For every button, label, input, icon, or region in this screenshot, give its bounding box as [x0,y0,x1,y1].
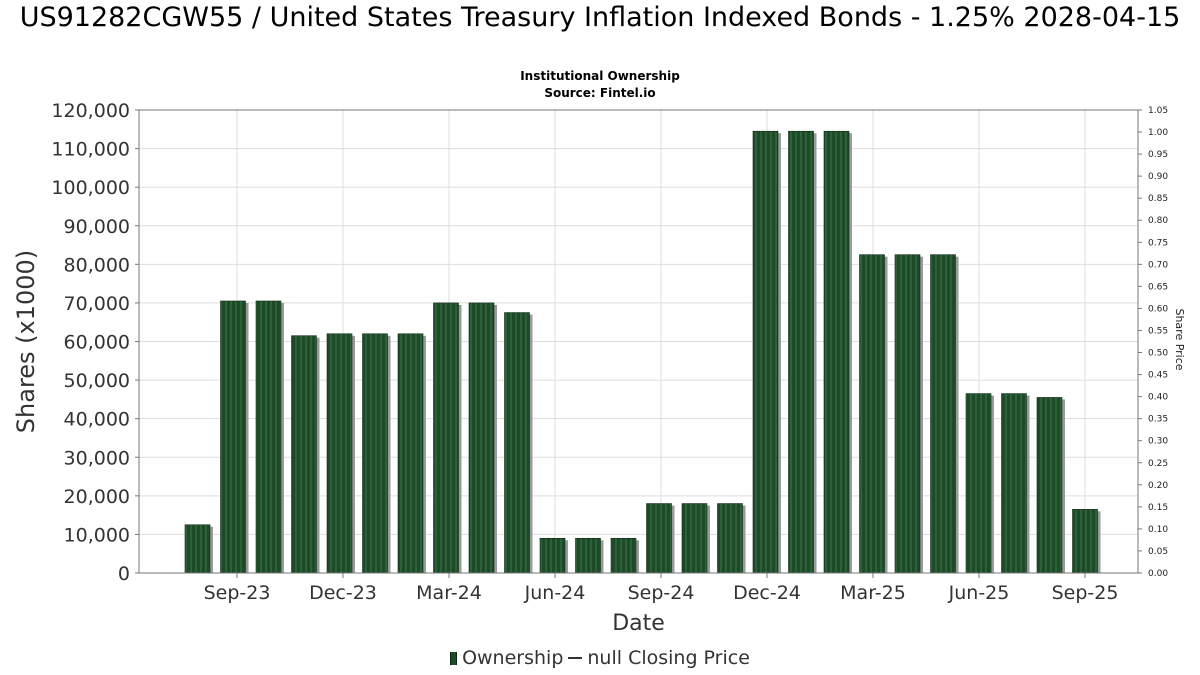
bar [752,130,779,574]
price-legend-swatch [568,657,583,659]
y2-tick-label: 0.80 [1148,216,1168,226]
bar [1036,397,1063,574]
y2-tick-label: 0.55 [1148,326,1168,336]
y2-tick-label: 0.25 [1148,459,1168,469]
bar [646,503,672,574]
y-tick-label: 30,000 [64,447,130,469]
y-tick-label: 60,000 [64,332,130,354]
y2-tick-label: 0.45 [1148,371,1168,381]
y-tick-label: 10,000 [64,524,130,546]
bar [894,254,921,574]
bar [255,300,282,574]
bar [575,537,601,574]
bar [468,302,495,574]
y2-tick-label: 0.35 [1148,415,1168,425]
x-tick-label: Jun-25 [948,582,1010,604]
legend-price: null Closing Price [587,647,750,669]
x-tick-label: Dec-24 [733,582,801,604]
y-tick-label: 20,000 [64,486,130,508]
x-tick-label: Sep-23 [204,582,271,604]
y2-tick-label: 0.10 [1148,525,1168,535]
bar [1072,509,1098,574]
bar [1001,393,1027,574]
bar [326,333,353,574]
y2-axis-label: Share Price [1173,308,1186,370]
y2-tick-label: 0.30 [1148,437,1168,447]
y2-tick-label: 0.65 [1148,282,1168,292]
x-tick-label: Dec-23 [309,582,377,604]
bar [717,503,743,574]
chart-title: US91282CGW55 / United States Treasury In… [19,2,1181,33]
bar [930,254,956,574]
y-tick-label: 120,000 [51,100,130,122]
y-tick-label: 0 [118,563,130,585]
x-tick-label: Sep-24 [628,582,695,604]
y2-tick-label: 0.50 [1148,349,1168,359]
y2-tick-label: 0.75 [1148,238,1168,248]
y2-tick-label: 0.40 [1148,393,1168,403]
y-axis-label: Shares (x1000) [12,250,40,433]
y-tick-label: 70,000 [64,293,130,315]
bar [965,393,992,574]
bar [184,524,211,574]
y2-tick-label: 0.05 [1148,547,1168,557]
y2-tick-label: 0.20 [1148,481,1168,491]
bar [504,312,530,574]
bar [433,302,459,574]
x-tick-label: Jun-24 [524,582,586,604]
y-tick-label: 50,000 [64,370,130,392]
x-axis-label: Date [612,611,665,636]
y-tick-label: 90,000 [64,216,130,238]
chart-source: Source: Fintel.io [544,86,656,100]
bar [610,537,637,574]
y2-tick-label: 0.15 [1148,503,1168,513]
bar [859,254,885,574]
y2-tick-label: 0.95 [1148,150,1168,160]
x-tick-label: Mar-25 [840,582,906,604]
y-tick-label: 40,000 [64,409,130,431]
x-tick-label: Mar-24 [416,582,482,604]
y2-tick-label: 0.90 [1148,172,1168,182]
bar [823,130,850,574]
y-tick-label: 110,000 [51,139,130,161]
bar [788,130,814,574]
x-tick-label: Sep-25 [1052,582,1119,604]
y2-tick-label: 1.05 [1148,106,1168,116]
y2-tick-label: 0.60 [1148,304,1168,314]
chart-subtitle: Institutional Ownership [520,69,680,83]
legend-ownership: Ownership [462,647,564,669]
y-tick-label: 80,000 [64,254,130,276]
y-tick-label: 100,000 [51,177,130,199]
bar [539,537,566,574]
bar [220,300,246,574]
y2-tick-label: 0.85 [1148,194,1168,204]
ownership-legend-swatch [450,652,458,665]
bar [681,503,708,574]
y2-tick-label: 1.00 [1148,128,1168,138]
bar [397,333,424,574]
legend: Ownership null Closing Price [0,647,1200,669]
bar [362,333,388,574]
y2-tick-label: 0.00 [1148,569,1168,579]
bar [291,335,317,574]
y2-tick-label: 0.70 [1148,260,1168,270]
